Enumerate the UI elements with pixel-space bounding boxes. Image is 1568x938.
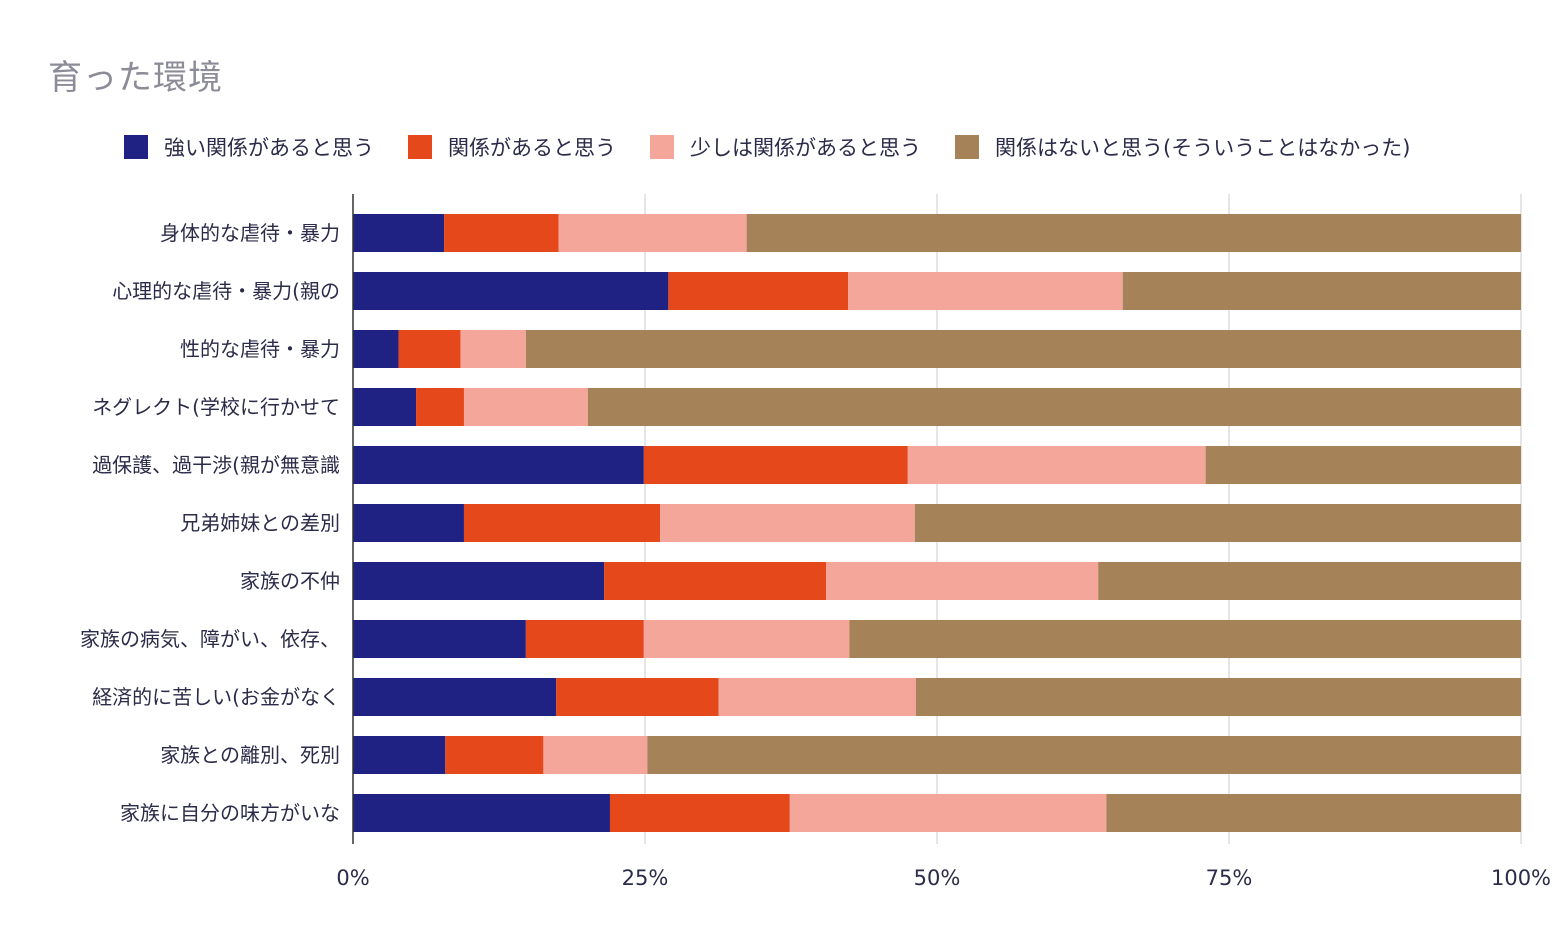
bar-segment[interactable]: [849, 620, 1521, 658]
bar-segment[interactable]: [647, 736, 1521, 774]
category-label: 過保護、過干渉(親が無意識: [92, 453, 340, 477]
legend-swatch-strong: [124, 135, 148, 159]
bar-segment[interactable]: [609, 794, 790, 832]
bar-segment[interactable]: [353, 214, 445, 252]
category-label: 性的な虐待・暴力: [180, 337, 340, 361]
category-label: 経済的に苦しい(お金がなく: [92, 685, 340, 709]
bar-segment[interactable]: [353, 736, 446, 774]
bar-segment[interactable]: [460, 330, 526, 368]
x-tick-label: 75%: [1206, 866, 1253, 890]
bar-segment[interactable]: [353, 794, 610, 832]
bar-segment[interactable]: [558, 214, 747, 252]
bar-segment[interactable]: [416, 388, 464, 426]
category-labels: 身体的な虐待・暴力心理的な虐待・暴力(親の性的な虐待・暴力ネグレクト(学校に行か…: [80, 221, 340, 825]
bar-segment[interactable]: [914, 504, 1521, 542]
bar-segment[interactable]: [643, 620, 850, 658]
bars: [353, 214, 1521, 832]
bar-segment[interactable]: [444, 214, 559, 252]
legend-item-somewhat[interactable]: 少しは関係があると思う: [650, 132, 921, 162]
legend-item-related[interactable]: 関係があると思う: [408, 132, 616, 162]
bar-segment[interactable]: [915, 678, 1521, 716]
category-label: 身体的な虐待・暴力: [160, 221, 340, 245]
bar-segment[interactable]: [525, 620, 644, 658]
legend: 強い関係があると思う 関係があると思う 少しは関係があると思う 関係はないと思う…: [124, 132, 1444, 162]
bar-segment[interactable]: [353, 272, 669, 310]
bar-segment[interactable]: [463, 504, 661, 542]
x-tick-label: 100%: [1491, 866, 1551, 890]
bar-segment[interactable]: [353, 504, 464, 542]
category-label: ネグレクト(学校に行かせて: [92, 395, 340, 419]
legend-swatch-none: [955, 135, 979, 159]
bar-segment[interactable]: [353, 446, 644, 484]
bar-segment[interactable]: [353, 330, 399, 368]
bar-segment[interactable]: [556, 678, 719, 716]
x-tick-labels: 0% 25% 50% 75% 100%: [336, 866, 1551, 890]
legend-label-somewhat: 少しは関係があると思う: [690, 136, 921, 160]
bar-segment[interactable]: [826, 562, 1099, 600]
bar-segment[interactable]: [353, 620, 526, 658]
bar-segment[interactable]: [746, 214, 1521, 252]
legend-label-strong: 強い関係があると思う: [164, 136, 374, 160]
bar-segment[interactable]: [543, 736, 648, 774]
category-label: 家族の病気、障がい、依存、: [80, 627, 340, 651]
bar-segment[interactable]: [1098, 562, 1521, 600]
bar-segment[interactable]: [643, 446, 908, 484]
category-label: 家族との離別、死別: [160, 743, 340, 767]
legend-label-related: 関係があると思う: [448, 136, 616, 160]
legend-item-none[interactable]: 関係はないと思う(そういうことはなかった): [955, 132, 1410, 162]
bar-segment[interactable]: [718, 678, 916, 716]
bar-segment[interactable]: [525, 330, 1521, 368]
bar-segment[interactable]: [1106, 794, 1521, 832]
category-label: 兄弟姉妹との差別: [180, 511, 340, 535]
x-tick-label: 0%: [336, 866, 369, 890]
bar-segment[interactable]: [1205, 446, 1521, 484]
bar-segment[interactable]: [463, 388, 588, 426]
category-label: 心理的な虐待・暴力(親の: [112, 279, 340, 303]
legend-swatch-related: [408, 135, 432, 159]
legend-item-strong[interactable]: 強い関係があると思う: [124, 132, 374, 162]
category-label: 家族に自分の味方がいな: [120, 801, 340, 825]
legend-label-none: 関係はないと思う(そういうことはなかった): [995, 136, 1411, 160]
bar-segment[interactable]: [907, 446, 1206, 484]
bar-segment[interactable]: [587, 388, 1521, 426]
category-label: 家族の不仲: [240, 569, 340, 593]
bar-segment[interactable]: [848, 272, 1123, 310]
bar-segment[interactable]: [353, 562, 605, 600]
chart-title: 育った環境: [48, 58, 223, 98]
bar-segment[interactable]: [445, 736, 544, 774]
x-tick-label: 25%: [622, 866, 669, 890]
legend-swatch-somewhat: [650, 135, 674, 159]
x-tick-label: 50%: [914, 866, 961, 890]
bar-segment[interactable]: [1122, 272, 1521, 310]
bar-segment[interactable]: [789, 794, 1107, 832]
bar-segment[interactable]: [353, 388, 417, 426]
bar-segment[interactable]: [604, 562, 827, 600]
bar-segment[interactable]: [353, 678, 557, 716]
bar-segment[interactable]: [668, 272, 849, 310]
bar-segment[interactable]: [660, 504, 915, 542]
bar-segment[interactable]: [398, 330, 461, 368]
